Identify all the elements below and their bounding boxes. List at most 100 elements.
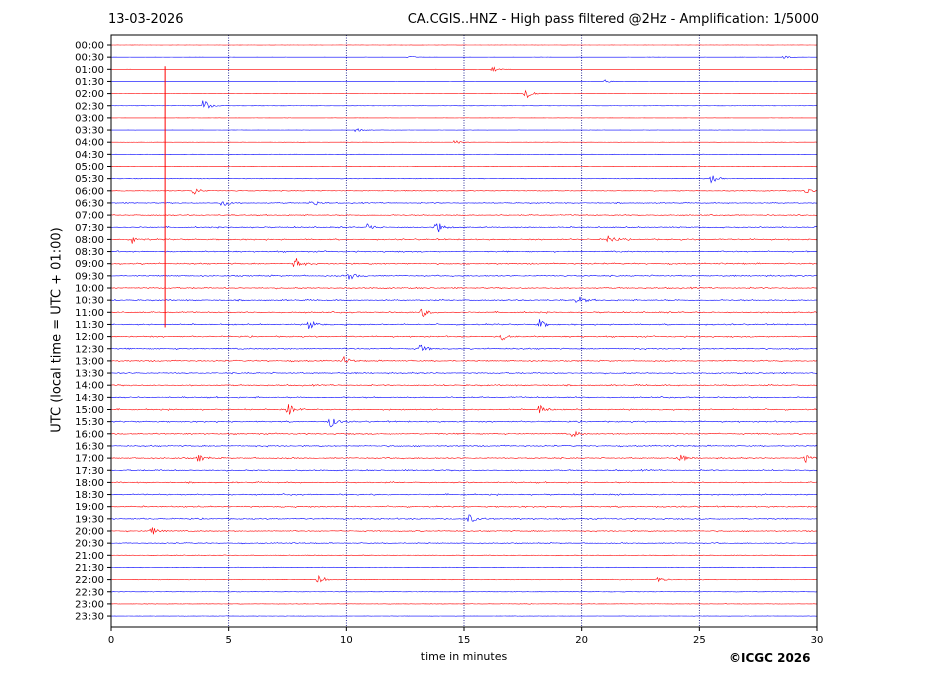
x-tick-label: 15 — [458, 635, 471, 646]
y-tick-label: 18:00 — [75, 478, 104, 489]
y-tick-label: 12:30 — [75, 344, 104, 355]
trace-line — [110, 100, 818, 109]
y-tick-label: 22:00 — [75, 575, 104, 586]
trace-line — [110, 235, 818, 244]
y-tick-label: 04:00 — [75, 138, 104, 149]
trace-line — [110, 66, 818, 72]
y-tick-label: 08:30 — [75, 247, 104, 258]
date-label: 13-03-2026 — [108, 12, 184, 27]
trace-line — [110, 201, 818, 206]
trace-line — [110, 574, 818, 583]
y-tick-label: 19:00 — [75, 502, 104, 513]
chart-title: CA.CGIS..HNZ - High pass filtered @2Hz -… — [407, 12, 819, 27]
traces — [110, 44, 818, 617]
trace-line — [110, 418, 818, 428]
y-tick-label: 00:00 — [75, 41, 104, 52]
y-tick-label: 03:30 — [75, 126, 104, 137]
y-tick-label: 20:00 — [75, 527, 104, 538]
y-tick-label: 10:30 — [75, 296, 104, 307]
trace-line — [110, 396, 818, 399]
grid — [228, 35, 700, 627]
trace-line — [110, 308, 818, 317]
trace-line — [110, 430, 818, 438]
y-tick-label: 00:30 — [75, 53, 104, 64]
x-tick-label: 10 — [340, 635, 353, 646]
trace-line — [110, 591, 818, 593]
trace-line — [110, 55, 818, 59]
axes: 0 5 10 15 20 25 30 00:0000:3001:0001:3002:0002:… — [75, 34, 824, 646]
trace-line — [110, 468, 818, 472]
y-tick-label: 02:00 — [75, 89, 104, 100]
trace-line — [110, 493, 818, 496]
trace-line — [110, 527, 818, 535]
y-tick-label: 15:00 — [75, 405, 104, 416]
trace-line — [110, 454, 818, 464]
trace-line — [110, 566, 817, 569]
trace-line — [110, 514, 818, 522]
trace-line — [110, 404, 818, 415]
x-tick-label: 30 — [811, 635, 824, 646]
trace-line — [110, 444, 818, 448]
trace-line — [110, 89, 818, 99]
trace-line — [110, 334, 818, 341]
x-tick-label: 0 — [108, 635, 114, 646]
x-axis-label: time in minutes — [420, 650, 508, 663]
trace-line — [110, 188, 818, 195]
y-tick-label: 21:00 — [75, 551, 104, 562]
y-tick-label: 12:00 — [75, 332, 104, 343]
trace-line — [110, 223, 818, 233]
y-tick-label: 23:30 — [75, 612, 104, 623]
y-tick-label: 10:00 — [75, 284, 104, 295]
y-tick-label: 11:30 — [75, 320, 104, 331]
trace-line — [110, 481, 818, 484]
y-tick-label: 05:00 — [75, 162, 104, 173]
y-tick-label: 23:00 — [75, 599, 104, 610]
y-tick-label: 14:00 — [75, 381, 104, 392]
y-tick-label: 13:30 — [75, 369, 104, 380]
y-tick-label: 14:30 — [75, 393, 104, 404]
y-tick-label: 05:30 — [75, 174, 104, 185]
trace-line — [110, 128, 818, 133]
trace-line — [110, 344, 818, 352]
y-tick-label: 20:30 — [75, 539, 104, 550]
trace-line — [110, 258, 818, 267]
trace-line — [110, 140, 818, 144]
y-tick-label: 01:30 — [75, 77, 104, 88]
trace-line — [110, 213, 818, 217]
x-tick-label: 5 — [225, 635, 231, 646]
trace-line — [110, 175, 818, 184]
y-tick-label: 07:30 — [75, 223, 104, 234]
y-tick-label: 03:00 — [75, 113, 104, 124]
trace-line — [110, 273, 818, 280]
x-tick-label: 25 — [693, 635, 706, 646]
y-tick-label: 21:30 — [75, 563, 104, 574]
y-tick-label: 07:00 — [75, 211, 104, 222]
y-tick-label: 13:00 — [75, 356, 104, 367]
y-tick-label: 22:30 — [75, 587, 104, 598]
y-tick-label: 09:30 — [75, 271, 104, 282]
y-tick-label: 17:30 — [75, 466, 104, 477]
y-tick-label: 15:30 — [75, 417, 104, 428]
trace-line — [110, 383, 818, 387]
trace-line — [110, 250, 818, 253]
trace-line — [110, 319, 818, 329]
y-tick-label: 08:00 — [75, 235, 104, 246]
y-tick-label: 06:00 — [75, 186, 104, 197]
y-tick-label: 18:30 — [75, 490, 104, 501]
trace-line — [110, 554, 818, 557]
y-tick-label: 04:30 — [75, 150, 104, 161]
y-tick-label: 06:30 — [75, 198, 104, 209]
trace-line — [110, 79, 818, 83]
y-tick-label: 11:00 — [75, 308, 104, 319]
y-tick-label: 19:30 — [75, 514, 104, 525]
trace-line — [110, 286, 818, 290]
trace-line — [110, 165, 818, 168]
trace-line — [110, 296, 818, 303]
trace-line — [110, 355, 818, 363]
y-tick-label: 17:00 — [75, 454, 104, 465]
trace-line — [110, 371, 818, 375]
x-tick-label: 20 — [575, 635, 588, 646]
trace-line — [110, 505, 818, 509]
trace-line — [110, 603, 818, 605]
